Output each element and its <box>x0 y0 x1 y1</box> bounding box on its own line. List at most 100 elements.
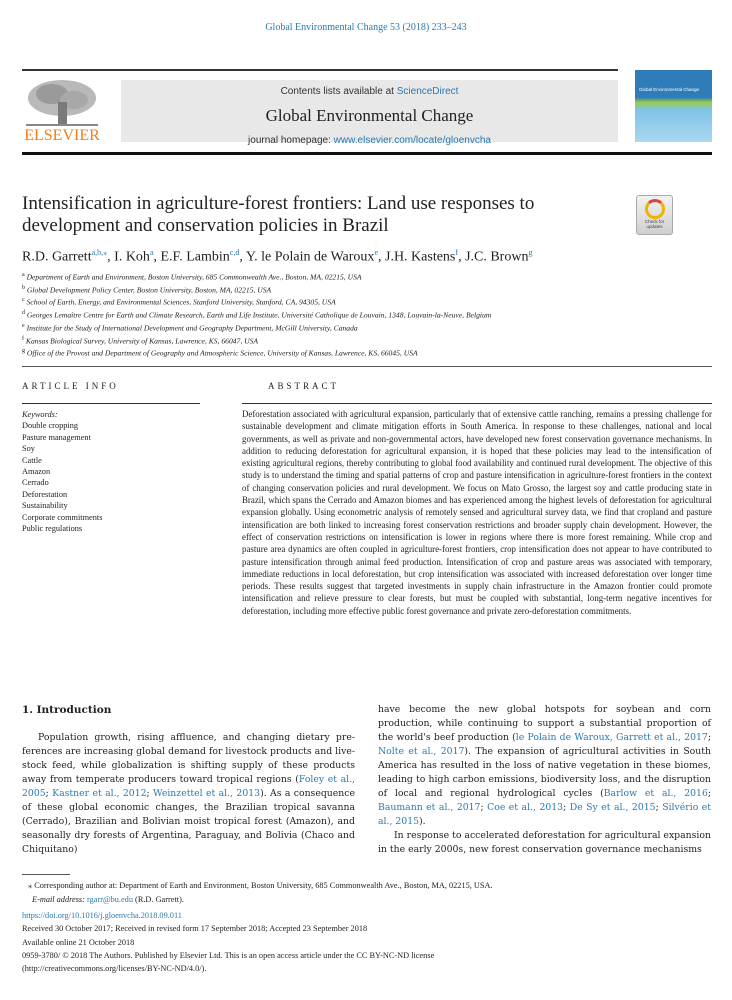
check-for-updates-button[interactable]: Check for updates <box>636 195 673 235</box>
affiliation-text: Institute for the Study of International… <box>26 323 358 333</box>
affiliation-key: a <box>22 272 25 278</box>
affiliation-key: e <box>22 322 25 329</box>
email-label: E-mail address: <box>32 894 85 904</box>
text-segment: ; <box>707 788 711 799</box>
separator: , <box>458 249 466 265</box>
citation-link[interactable]: Baumann et al., 2017 <box>378 802 481 813</box>
email-line: E-mail address: rgarr@bu.edu (R.D. Garre… <box>28 893 493 907</box>
intro-left-column: Population growth, rising affluence, and… <box>22 731 355 857</box>
affiliation-text: Office of the Provost and Department of … <box>26 348 418 358</box>
author-affiliation-marker[interactable]: e <box>374 248 378 257</box>
separator: , <box>153 249 161 265</box>
article-title: Intensification in agriculture-forest fr… <box>22 193 535 236</box>
homepage-link[interactable]: www.elsevier.com/locate/gloenvcha <box>333 135 491 146</box>
affiliation: e Institute for the Study of Internation… <box>22 321 491 334</box>
homepage-label: journal homepage: <box>248 135 334 146</box>
author-name[interactable]: E.F. Lambin <box>160 249 230 265</box>
keyword[interactable]: Deforestation <box>22 489 68 499</box>
text-segment: ; <box>480 802 488 813</box>
text-segment: ). <box>419 816 426 827</box>
email-link[interactable]: rgarr@bu.edu <box>87 894 133 904</box>
keyword[interactable]: Sustainability <box>22 501 68 511</box>
citation-link[interactable]: Kastner et al., 2012 <box>52 788 147 799</box>
author-affiliation-marker[interactable]: c,d <box>229 248 240 257</box>
citation-link[interactable]: le Polain de Waroux, Garrett et al., 201… <box>515 732 708 743</box>
author-name[interactable]: Y. le Polain de Waroux <box>245 249 375 265</box>
text-segment: ; <box>655 802 663 813</box>
author-affiliation-marker[interactable]: a,b,⁎ <box>91 248 108 257</box>
citation-link[interactable]: Foley et al., 2005 <box>22 774 356 799</box>
doi-link[interactable]: https://doi.org/10.1016/j.gloenvcha.2018… <box>22 911 182 920</box>
homepage-line: journal homepage: www.elsevier.com/locat… <box>121 135 618 146</box>
keyword[interactable]: Double cropping <box>22 421 78 431</box>
affiliation-text: Georges Lemaître Centre for Earth and Cl… <box>26 310 492 320</box>
svg-text:ELSEVIER: ELSEVIER <box>24 127 100 142</box>
affiliation: f Kansas Biological Survey, University o… <box>22 334 491 347</box>
text-segment: ; <box>45 788 53 799</box>
affiliation-key: b <box>22 284 25 291</box>
online-date: Available online 21 October 2018 <box>22 937 135 947</box>
author-list: R.D. Garretta,b,⁎, I. Koha, E.F. Lambinc… <box>22 248 532 266</box>
affiliation: d Georges Lemaître Centre for Earth and … <box>22 308 491 321</box>
sciencedirect-link[interactable]: ScienceDirect <box>396 86 459 97</box>
author-name[interactable]: I. Koh <box>114 249 150 265</box>
text-segment: ; <box>146 788 154 799</box>
author-name[interactable]: J.C. Brown <box>465 249 529 265</box>
affiliation-text: School of Earth, Energy, and Environment… <box>26 298 336 307</box>
affiliation: b Global Development Policy Center, Bost… <box>22 283 491 296</box>
keyword[interactable]: Corporate commitments <box>22 512 103 522</box>
journal-cover-image: Global Environmental Change <box>635 70 712 142</box>
keyword[interactable]: Cattle <box>22 455 42 465</box>
separator: , <box>378 249 385 265</box>
license-url[interactable]: (http://creativecommons.org/licenses/BY-… <box>22 964 207 974</box>
publication-info: https://doi.org/10.1016/j.gloenvcha.2018… <box>22 909 434 975</box>
citation-link[interactable]: De Sy et al., 2015 <box>569 802 656 813</box>
affiliation-key: g <box>22 348 25 355</box>
citation-link[interactable]: Coe et al., 2013 <box>487 802 564 813</box>
affiliation-key: f <box>22 335 24 342</box>
affiliation-list: a Department of Earth and Environment, B… <box>22 270 491 359</box>
corresponding-author-note: ⁎ Corresponding author at: Department of… <box>28 881 493 890</box>
divider <box>22 69 618 71</box>
journal-title: Global Environmental Change <box>265 106 474 125</box>
keyword[interactable]: Public regulations <box>22 524 83 534</box>
cover-title: Global Environmental Change <box>639 87 700 92</box>
contents-label: Contents lists available at <box>280 86 397 97</box>
separator: , <box>239 249 246 265</box>
email-suffix: (R.D. Garrett). <box>132 894 184 904</box>
header-divider <box>22 152 712 155</box>
check-updates-icon <box>644 199 665 219</box>
footnote-divider <box>22 874 70 875</box>
license-text: 0959-3780/ © 2018 The Authors. Published… <box>22 950 435 960</box>
keyword[interactable]: Amazon <box>22 467 51 477</box>
received-dates: Received 30 October 2017; Received in re… <box>22 924 368 934</box>
citation-link[interactable]: Barlow et al., 2016 <box>603 788 708 799</box>
introduction-heading: 1. Introduction <box>22 704 112 716</box>
article-info-heading: ARTICLE INFO <box>22 381 119 391</box>
citation-link[interactable]: Nolte et al., 2017 <box>378 746 465 757</box>
journal-citation[interactable]: Global Environmental Change 53 (2018) 23… <box>265 22 467 33</box>
keyword[interactable]: Soy <box>22 444 35 454</box>
citation-link[interactable]: Silvério et al., 2015 <box>378 802 712 827</box>
author-name[interactable]: J.H. Kastens <box>385 249 456 265</box>
affiliation-text: Kansas Biological Survey, University of … <box>25 336 259 346</box>
keyword[interactable]: Cerrado <box>22 478 49 488</box>
text-segment: ; <box>563 802 570 813</box>
citation-link[interactable]: Weinzettel et al., 2013 <box>153 788 261 799</box>
abstract-text: Deforestation associated with agricultur… <box>242 409 712 616</box>
separator: , <box>107 249 115 265</box>
divider <box>22 403 200 404</box>
affiliation-text: Department of Earth and Environment, Bos… <box>26 272 362 282</box>
divider <box>242 403 712 404</box>
keyword[interactable]: Pasture management <box>22 432 91 442</box>
author-affiliation-marker[interactable]: f <box>455 248 459 257</box>
author-affiliation-marker[interactable]: g <box>528 248 533 257</box>
intro-paragraph: Population growth, rising affluence, and… <box>22 731 355 857</box>
author-affiliation-marker[interactable]: a <box>149 248 154 257</box>
abstract-heading: ABSTRACT <box>268 381 340 391</box>
text-segment: ). The expansion of agricultural activit… <box>378 746 711 799</box>
author-name[interactable]: R.D. Garrett <box>22 249 92 265</box>
intro-paragraph: have become the new global hotspots for … <box>378 703 711 829</box>
affiliation-text: Global Development Policy Center, Boston… <box>26 285 272 295</box>
text-segment: ; <box>707 732 711 743</box>
